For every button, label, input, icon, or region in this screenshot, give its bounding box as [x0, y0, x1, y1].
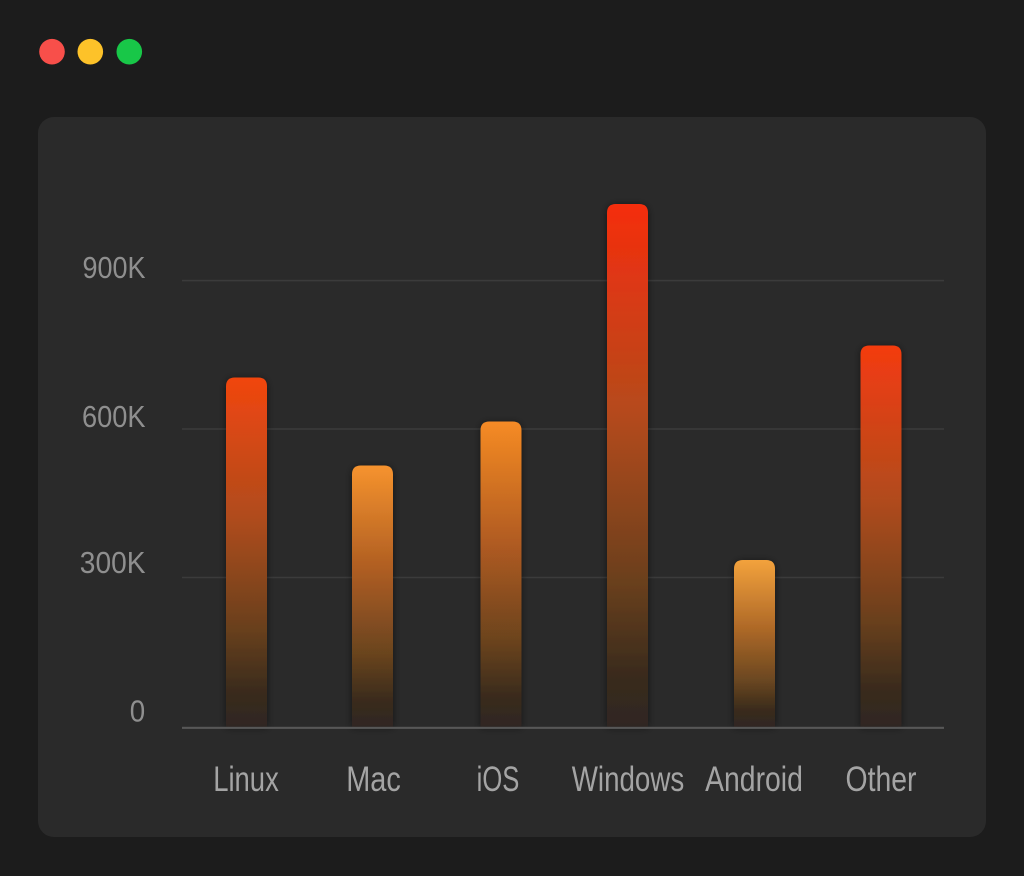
svg-text:Linux: Linux [213, 760, 279, 799]
svg-text:300K: 300K [80, 545, 146, 580]
svg-text:0: 0 [130, 693, 145, 728]
svg-text:600K: 600K [82, 399, 146, 434]
svg-text:Mac: Mac [346, 760, 401, 799]
svg-text:900K: 900K [83, 250, 146, 285]
svg-text:iOS: iOS [477, 760, 520, 799]
svg-text:Android: Android [705, 760, 803, 799]
svg-text:Other: Other [846, 760, 917, 799]
svg-text:Windows: Windows [572, 760, 685, 799]
